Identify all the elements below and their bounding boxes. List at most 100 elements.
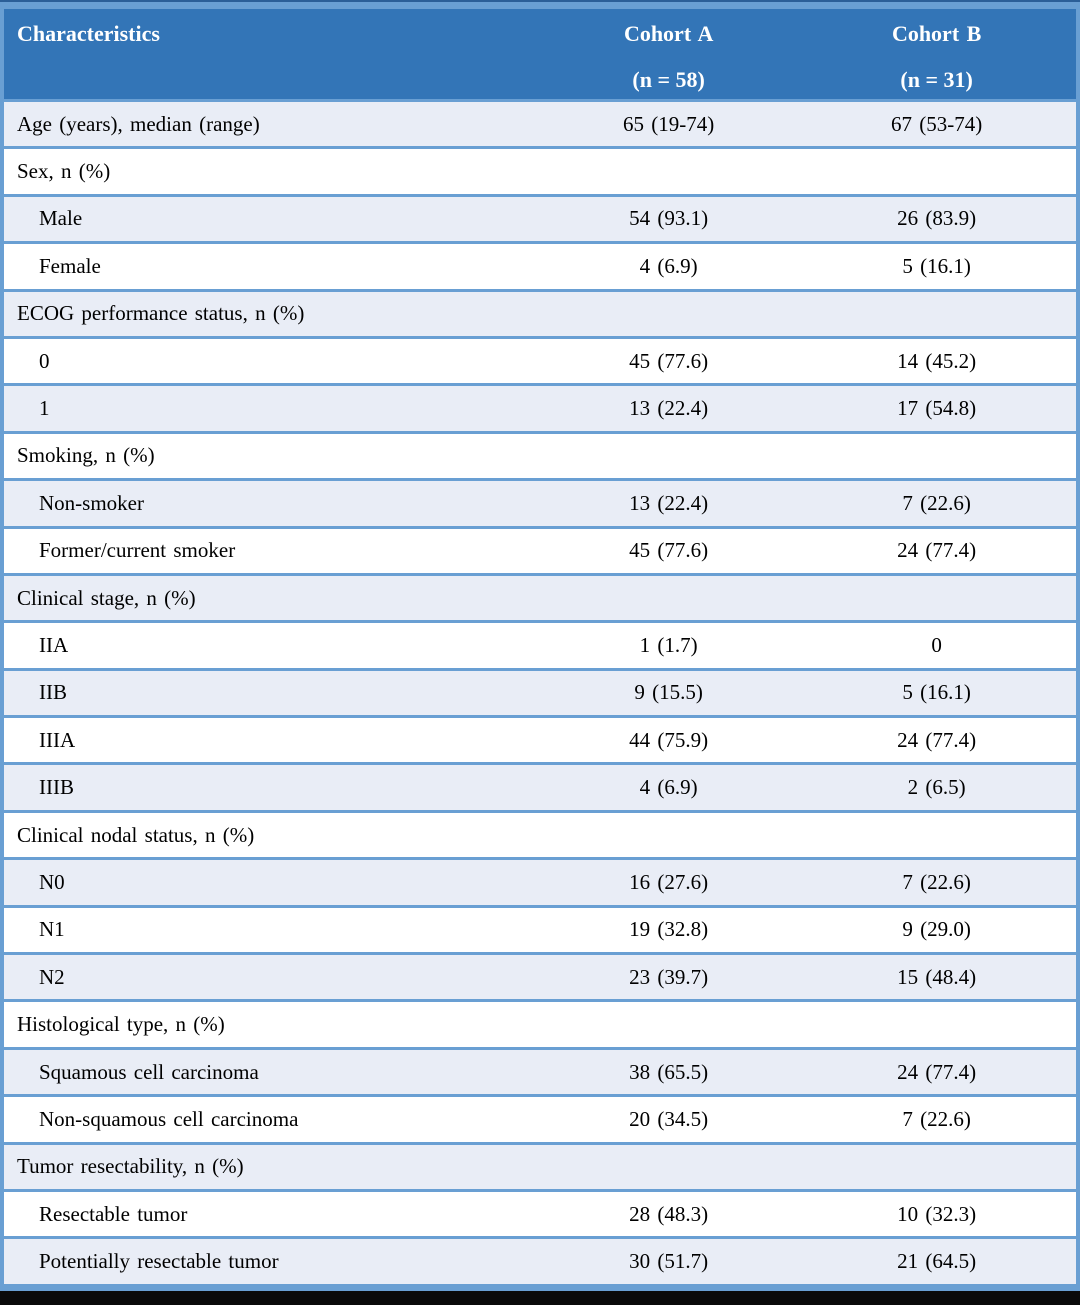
cell-cohort-a bbox=[540, 1144, 798, 1189]
cell-cohort-a: 13 (22.4) bbox=[540, 481, 798, 526]
table-row: Former/current smoker 45 (77.6) 24 (77.4… bbox=[4, 528, 1076, 573]
header-cohort-b-n: (n = 31) bbox=[900, 67, 973, 92]
cell-cohort-a bbox=[540, 149, 798, 194]
header-row: Characteristics Cohort A (n = 58) Cohort… bbox=[4, 9, 1076, 99]
cell-cohort-b: 17 (54.8) bbox=[797, 386, 1076, 431]
cell-cohort-b: 15 (48.4) bbox=[797, 955, 1076, 1000]
cell-characteristic: IIIB bbox=[4, 765, 540, 810]
cell-characteristic: Clinical stage, n (%) bbox=[4, 575, 540, 621]
cell-cohort-a: 13 (22.4) bbox=[540, 386, 798, 431]
cell-cohort-b: 10 (32.3) bbox=[797, 1191, 1076, 1237]
cell-cohort-a: 30 (51.7) bbox=[540, 1239, 798, 1284]
header-characteristics-label: Characteristics bbox=[17, 21, 160, 46]
cell-characteristic: Histological type, n (%) bbox=[4, 1002, 540, 1047]
table-row: ECOG performance status, n (%) bbox=[4, 291, 1076, 336]
cell-characteristic: N1 bbox=[4, 907, 540, 953]
table-row: Resectable tumor 28 (48.3) 10 (32.3) bbox=[4, 1191, 1076, 1237]
header-cohort-a-label: Cohort A bbox=[623, 21, 714, 46]
cell-cohort-a: 38 (65.5) bbox=[540, 1049, 798, 1095]
cell-cohort-a bbox=[540, 575, 798, 621]
cell-cohort-b: 5 (16.1) bbox=[797, 244, 1076, 289]
cell-cohort-a: 44 (75.9) bbox=[540, 718, 798, 763]
table-row: Male 54 (93.1) 26 (83.9) bbox=[4, 196, 1076, 242]
cell-cohort-a: 45 (77.6) bbox=[540, 528, 798, 573]
cell-cohort-a: 28 (48.3) bbox=[540, 1191, 798, 1237]
cell-cohort-a: 16 (27.6) bbox=[540, 860, 798, 905]
cell-characteristic: Non-squamous cell carcinoma bbox=[4, 1097, 540, 1142]
header-cohort-a-n: (n = 58) bbox=[632, 67, 705, 92]
table-row: Female 4 (6.9) 5 (16.1) bbox=[4, 244, 1076, 289]
cell-characteristic: Age (years), median (range) bbox=[4, 102, 540, 147]
cell-cohort-b bbox=[797, 433, 1076, 479]
table-row: Histological type, n (%) bbox=[4, 1002, 1076, 1047]
table-row: IIA 1 (1.7) 0 bbox=[4, 623, 1076, 668]
table-row: N0 16 (27.6) 7 (22.6) bbox=[4, 860, 1076, 905]
cell-cohort-a bbox=[540, 812, 798, 858]
cell-cohort-b: 7 (22.6) bbox=[797, 860, 1076, 905]
table-row: Sex, n (%) bbox=[4, 149, 1076, 194]
cell-cohort-a: 23 (39.7) bbox=[540, 955, 798, 1000]
cell-cohort-b: 26 (83.9) bbox=[797, 196, 1076, 242]
cell-cohort-b: 24 (77.4) bbox=[797, 718, 1076, 763]
cell-cohort-a: 4 (6.9) bbox=[540, 765, 798, 810]
table-row: IIIB 4 (6.9) 2 (6.5) bbox=[4, 765, 1076, 810]
cell-cohort-a bbox=[540, 291, 798, 336]
cell-cohort-b: 0 bbox=[797, 623, 1076, 668]
cell-cohort-b bbox=[797, 812, 1076, 858]
cell-characteristic: 0 bbox=[4, 338, 540, 384]
cell-cohort-a: 4 (6.9) bbox=[540, 244, 798, 289]
cell-cohort-b bbox=[797, 291, 1076, 336]
header-cell-cohort-b: Cohort B (n = 31) bbox=[797, 9, 1076, 99]
cell-cohort-b: 67 (53-74) bbox=[797, 102, 1076, 147]
table-row: Non-squamous cell carcinoma 20 (34.5) 7 … bbox=[4, 1097, 1076, 1142]
cell-cohort-a: 65 (19-74) bbox=[540, 102, 798, 147]
table-body: Age (years), median (range) 65 (19-74) 6… bbox=[4, 102, 1076, 1284]
cell-cohort-a: 19 (32.8) bbox=[540, 907, 798, 953]
cell-cohort-b: 7 (22.6) bbox=[797, 481, 1076, 526]
table-row: Non-smoker 13 (22.4) 7 (22.6) bbox=[4, 481, 1076, 526]
cell-cohort-a bbox=[540, 1002, 798, 1047]
cell-characteristic: Tumor resectability, n (%) bbox=[4, 1144, 540, 1189]
cell-cohort-b bbox=[797, 1002, 1076, 1047]
cell-characteristic: Smoking, n (%) bbox=[4, 433, 540, 479]
cell-cohort-a: 54 (93.1) bbox=[540, 196, 798, 242]
cell-characteristic: N0 bbox=[4, 860, 540, 905]
characteristics-table: Characteristics Cohort A (n = 58) Cohort… bbox=[4, 6, 1076, 1287]
table-row: 1 13 (22.4) 17 (54.8) bbox=[4, 386, 1076, 431]
cell-cohort-b bbox=[797, 149, 1076, 194]
header-cohort-b-label: Cohort B bbox=[891, 21, 982, 46]
cell-characteristic: Clinical nodal status, n (%) bbox=[4, 812, 540, 858]
cell-cohort-a: 20 (34.5) bbox=[540, 1097, 798, 1142]
cell-characteristic: N2 bbox=[4, 955, 540, 1000]
table-row: Potentially resectable tumor 30 (51.7) 2… bbox=[4, 1239, 1076, 1284]
cell-cohort-b: 24 (77.4) bbox=[797, 1049, 1076, 1095]
table-row: Smoking, n (%) bbox=[4, 433, 1076, 479]
cell-characteristic: Sex, n (%) bbox=[4, 149, 540, 194]
cell-cohort-b: 7 (22.6) bbox=[797, 1097, 1076, 1142]
cell-cohort-b: 9 (29.0) bbox=[797, 907, 1076, 953]
cell-characteristic: Resectable tumor bbox=[4, 1191, 540, 1237]
cell-cohort-b: 24 (77.4) bbox=[797, 528, 1076, 573]
table-row: N1 19 (32.8) 9 (29.0) bbox=[4, 907, 1076, 953]
cell-characteristic: Potentially resectable tumor bbox=[4, 1239, 540, 1284]
cell-characteristic: Female bbox=[4, 244, 540, 289]
cell-characteristic: 1 bbox=[4, 386, 540, 431]
cell-cohort-b: 14 (45.2) bbox=[797, 338, 1076, 384]
cell-cohort-b: 2 (6.5) bbox=[797, 765, 1076, 810]
cell-characteristic: IIA bbox=[4, 623, 540, 668]
cell-characteristic: Former/current smoker bbox=[4, 528, 540, 573]
table-row: IIB 9 (15.5) 5 (16.1) bbox=[4, 670, 1076, 716]
cell-characteristic: ECOG performance status, n (%) bbox=[4, 291, 540, 336]
table-row: Squamous cell carcinoma 38 (65.5) 24 (77… bbox=[4, 1049, 1076, 1095]
cell-cohort-b bbox=[797, 1144, 1076, 1189]
cell-cohort-b: 21 (64.5) bbox=[797, 1239, 1076, 1284]
cell-cohort-b bbox=[797, 575, 1076, 621]
cell-cohort-b: 5 (16.1) bbox=[797, 670, 1076, 716]
table-row: IIIA 44 (75.9) 24 (77.4) bbox=[4, 718, 1076, 763]
table-row: N2 23 (39.7) 15 (48.4) bbox=[4, 955, 1076, 1000]
cell-characteristic: IIIA bbox=[4, 718, 540, 763]
cell-cohort-a: 1 (1.7) bbox=[540, 623, 798, 668]
table-row: Clinical nodal status, n (%) bbox=[4, 812, 1076, 858]
